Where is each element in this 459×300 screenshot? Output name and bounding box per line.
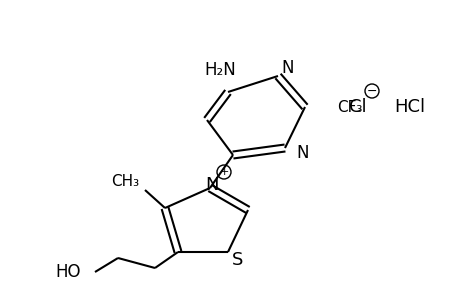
Text: Cl: Cl (348, 98, 366, 116)
Text: −: − (366, 85, 376, 98)
Text: CF₃: CF₃ (336, 100, 362, 115)
Text: N: N (281, 59, 294, 77)
Text: N: N (205, 176, 218, 194)
Text: N: N (296, 144, 308, 162)
Text: H₂N: H₂N (204, 61, 235, 79)
Text: +: + (219, 167, 228, 177)
Text: S: S (232, 251, 243, 269)
Text: CH₃: CH₃ (111, 175, 139, 190)
Text: HO: HO (56, 263, 81, 281)
Text: HCl: HCl (393, 98, 425, 116)
